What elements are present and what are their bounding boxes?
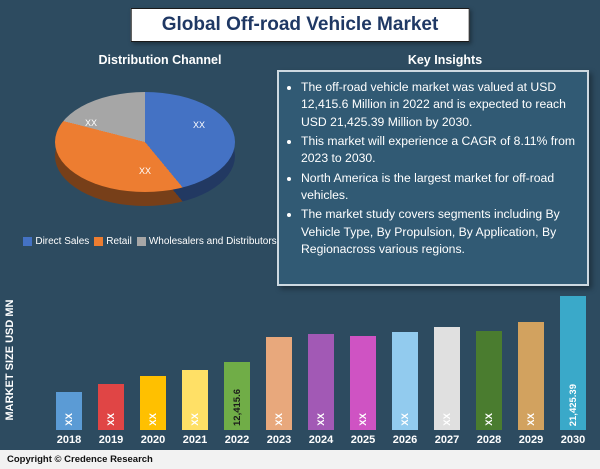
x-axis-label-2027: 2027 [434,434,460,446]
legend-label: Wholesalers and Distributors [148,236,277,247]
bar-column-2024: XX 2024 [300,292,342,450]
bar-columns: XX 2018 XX 2019 XX 2020 XX 2021 12,415.6 2022 XX 20… [48,292,594,450]
legend-swatch [136,237,146,246]
insight-bullet: The market study covers segments includi… [301,206,579,258]
bar-2018: XX [56,392,82,430]
legend-label: Direct Sales [35,236,90,247]
x-axis-label-2020: 2020 [140,434,166,446]
bar-2024: XX [308,334,334,430]
pie-slice-label-wholesalers: XX [85,118,98,128]
x-axis-label-2021: 2021 [182,434,208,446]
bar-column-2021: XX 2021 [174,292,216,450]
bar-column-2029: XX 2029 [510,292,552,450]
bar-value-label-2021: XX [189,413,201,426]
legend-item-1: Retail [94,236,132,247]
x-axis-label-2025: 2025 [350,434,376,446]
bar-2021: XX [182,370,208,430]
bar-chart: MARKET SIZE USD MN XX 2018 XX 2019 XX 2020 XX 2… [0,292,600,450]
bar-value-label-2028: XX [483,413,495,426]
bar-2030: 21,425.39 [560,296,586,430]
legend-item-2: Wholesalers and Distributors [136,236,277,247]
insight-bullet: North America is the largest market for … [301,170,579,205]
bar-value-label-2023: XX [273,413,285,426]
bar-column-2025: XX 2025 [342,292,384,450]
x-axis-label-2028: 2028 [476,434,502,446]
x-axis-label-2024: 2024 [308,434,334,446]
bar-2020: XX [140,376,166,430]
bar-column-2019: XX 2019 [90,292,132,450]
bar-value-label-2022: 12,415.6 [231,389,243,426]
x-axis-label-2018: 2018 [56,434,82,446]
copyright-strip: Copyright © Credence Research [0,450,600,469]
y-axis-label: MARKET SIZE USD MN [4,299,16,421]
bar-2019: XX [98,384,124,430]
bar-2023: XX [266,337,292,430]
bar-2029: XX [518,322,544,430]
bar-column-2018: XX 2018 [48,292,90,450]
copyright-text: Copyright © Credence Research [7,454,153,465]
legend-item-0: Direct Sales [23,236,89,247]
bar-2028: XX [476,331,502,430]
pie-legend: Direct Sales Retail Wholesalers and Distri… [2,236,298,247]
x-axis-label-2029: 2029 [518,434,544,446]
key-insights-heading: Key Insights [407,53,483,67]
x-axis-label-2019: 2019 [98,434,124,446]
pie-slice-label-retail: XX [139,166,152,176]
bar-value-label-2026: XX [399,413,411,426]
pie-slice-label-direct-sales: XX [193,120,206,130]
key-insights-box: The off-road vehicle market was valued a… [277,70,589,286]
x-axis-label-2023: 2023 [266,434,292,446]
x-axis-label-2026: 2026 [392,434,418,446]
insight-bullet: This market will experience a CAGR of 8.… [301,133,579,168]
bar-value-label-2020: XX [147,413,159,426]
x-axis-label-2022: 2022 [224,434,250,446]
x-axis-label-2030: 2030 [560,434,586,446]
bar-column-2030: 21,425.39 2030 [552,292,594,450]
title-box: Global Off-road Vehicle Market [130,8,470,42]
pie-surface [55,92,235,192]
bar-column-2022: 12,415.6 2022 [216,292,258,450]
legend-label: Retail [106,236,132,247]
bar-value-label-2024: XX [315,413,327,426]
bar-2022: 12,415.6 [224,362,250,430]
bar-2026: XX [392,332,418,430]
pie-chart: XX XX XX [45,84,245,229]
legend-swatch [23,237,33,246]
bar-column-2020: XX 2020 [132,292,174,450]
bar-column-2027: XX 2027 [426,292,468,450]
bar-value-label-2027: XX [441,413,453,426]
bar-value-label-2030: 21,425.39 [567,383,579,426]
key-insights-list: The off-road vehicle market was valued a… [285,79,579,258]
bar-value-label-2019: XX [105,413,117,426]
bar-column-2023: XX 2023 [258,292,300,450]
bar-value-label-2025: XX [357,413,369,426]
legend-swatch [94,237,104,246]
bar-2025: XX [350,336,376,430]
page-title: Global Off-road Vehicle Market [161,14,439,35]
bar-2027: XX [434,327,460,430]
bar-value-label-2018: XX [63,413,75,426]
bar-column-2026: XX 2026 [384,292,426,450]
bar-value-label-2029: XX [525,413,537,426]
distribution-channel-heading: Distribution Channel [98,53,222,67]
bar-column-2028: XX 2028 [468,292,510,450]
insight-bullet: The off-road vehicle market was valued a… [301,79,579,131]
